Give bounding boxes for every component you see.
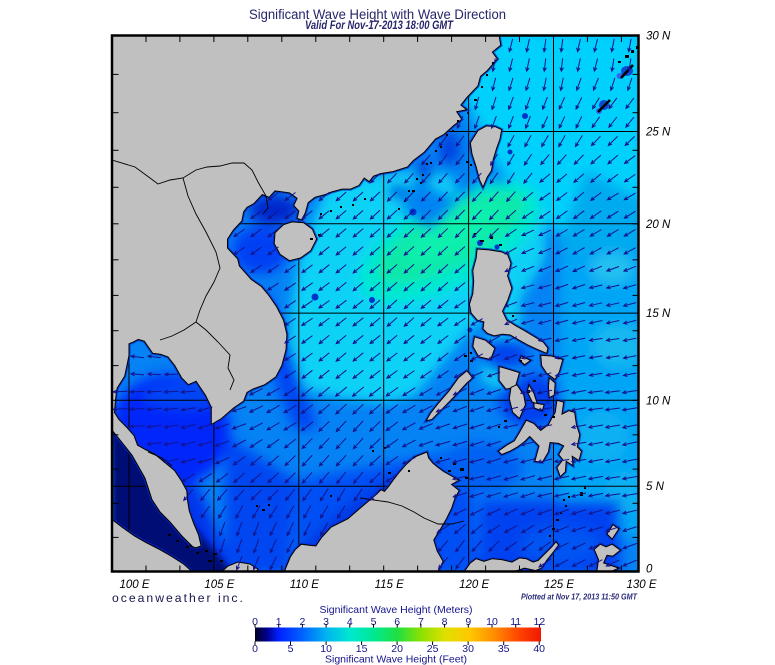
svg-text:115 E: 115 E [375, 579, 405, 591]
svg-text:oceanweather inc.: oceanweather inc. [112, 591, 245, 605]
svg-text:100 E: 100 E [119, 579, 149, 591]
svg-text:130 E: 130 E [626, 579, 656, 591]
svg-text:Valid For Nov-17-2013 18:00 GM: Valid For Nov-17-2013 18:00 GMT [305, 20, 454, 32]
svg-text:7: 7 [418, 616, 424, 628]
svg-text:Significant Wave Height with W: Significant Wave Height with Wave Direct… [249, 7, 506, 22]
svg-text:12: 12 [534, 616, 546, 628]
svg-text:125 E: 125 E [544, 579, 574, 591]
svg-text:Significant Wave Height (Meter: Significant Wave Height (Meters) [319, 604, 472, 616]
svg-text:15: 15 [356, 643, 368, 655]
svg-text:2: 2 [299, 616, 305, 628]
svg-text:4: 4 [347, 616, 353, 628]
svg-text:10: 10 [320, 643, 332, 655]
svg-text:10 N: 10 N [646, 395, 671, 407]
svg-text:11: 11 [510, 616, 521, 628]
svg-text:5: 5 [288, 643, 294, 655]
svg-text:110 E: 110 E [290, 579, 320, 591]
svg-text:0: 0 [646, 564, 653, 576]
svg-text:5: 5 [371, 616, 377, 628]
svg-text:20 N: 20 N [645, 219, 671, 231]
svg-text:5 N: 5 N [646, 481, 665, 493]
svg-text:30: 30 [462, 643, 474, 655]
svg-text:6: 6 [394, 616, 400, 628]
svg-text:3: 3 [323, 616, 329, 628]
svg-text:15 N: 15 N [646, 308, 671, 320]
svg-text:35: 35 [498, 643, 510, 655]
svg-text:30 N: 30 N [646, 31, 671, 43]
svg-text:10: 10 [486, 616, 498, 628]
svg-text:1: 1 [276, 616, 282, 628]
svg-text:40: 40 [533, 643, 545, 655]
svg-text:Plotted at Nov 17, 2013 11:50: Plotted at Nov 17, 2013 11:50 GMT [521, 592, 638, 602]
svg-text:8: 8 [442, 616, 448, 628]
svg-text:25 N: 25 N [645, 127, 671, 139]
svg-text:20: 20 [391, 643, 403, 655]
svg-text:0: 0 [252, 616, 258, 628]
svg-text:0: 0 [252, 643, 258, 655]
svg-text:Significant Wave Height (Feet): Significant Wave Height (Feet) [325, 654, 467, 665]
svg-text:105 E: 105 E [204, 579, 234, 591]
svg-text:25: 25 [427, 643, 439, 655]
svg-text:120 E: 120 E [459, 579, 489, 591]
svg-text:9: 9 [465, 616, 471, 628]
